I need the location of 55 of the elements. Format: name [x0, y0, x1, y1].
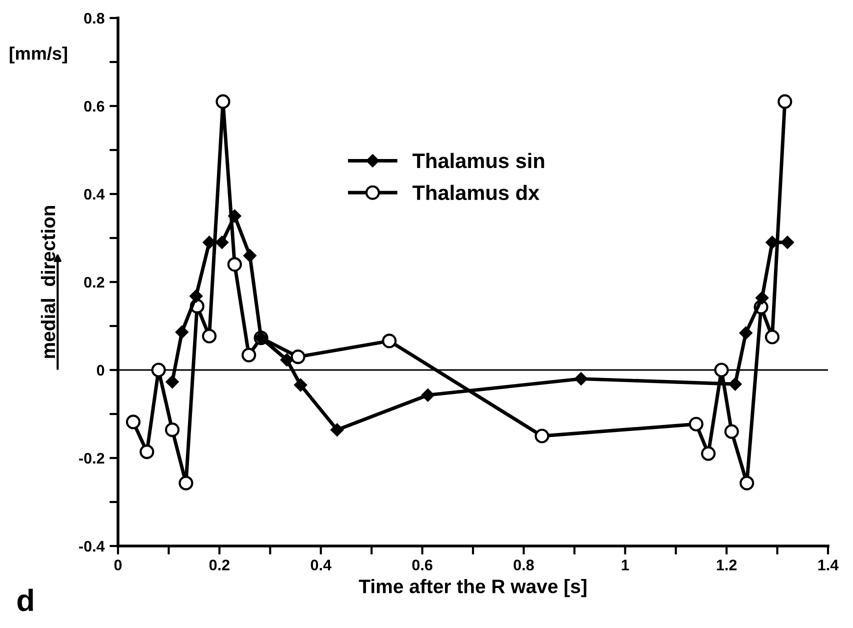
point [126, 414, 141, 430]
point [780, 236, 794, 249]
point [756, 291, 769, 304]
point [740, 476, 754, 490]
point [243, 249, 256, 262]
point [166, 375, 179, 388]
y-tick-label: 0.6 [84, 100, 104, 112]
point [175, 326, 188, 339]
point [178, 476, 194, 490]
point [688, 416, 704, 432]
legend-label: Thalamus sin [412, 152, 544, 168]
point [714, 362, 729, 378]
point [227, 257, 242, 272]
x-tick-label: 1.4 [818, 560, 839, 570]
point [724, 424, 739, 439]
x-tick-label: 0.8 [514, 560, 534, 570]
text: d [18, 588, 33, 612]
y-tick-label: -0.4 [79, 540, 105, 552]
point [294, 378, 308, 392]
y-tick-label: 0 [96, 364, 104, 376]
x-axis-title: Time after the R wave [s] [358, 578, 586, 598]
x-tick-label: 0 [114, 560, 122, 570]
point [421, 388, 434, 402]
point [330, 423, 344, 436]
point [151, 362, 166, 378]
x-tick-label: 0.6 [412, 560, 432, 570]
y-axis-title: medial direction [40, 206, 56, 358]
point [290, 350, 306, 364]
point [164, 422, 180, 438]
y-tick-label: 0.2 [84, 276, 104, 288]
point [216, 236, 228, 249]
point [382, 334, 397, 348]
point [534, 428, 550, 444]
point [728, 378, 742, 391]
point [216, 94, 230, 109]
x-tick-label: 1.2 [716, 560, 737, 570]
point [242, 348, 256, 362]
point [190, 290, 203, 303]
point [140, 444, 154, 460]
text: [mm/s] [10, 46, 67, 64]
point [202, 328, 217, 344]
x-tick-label: 0.2 [209, 560, 230, 570]
point [739, 326, 752, 340]
point [574, 372, 588, 386]
point [764, 330, 780, 344]
point [228, 210, 242, 222]
point [778, 94, 792, 109]
y-tick-label: 0.4 [84, 188, 105, 200]
legend-label: Thalamus dx [412, 184, 540, 200]
point [701, 446, 716, 461]
y-tick-label: 0.8 [84, 12, 104, 24]
x-tick-label: 0.4 [310, 560, 332, 570]
x-tick-label: 1 [622, 560, 629, 570]
y-tick-label: -0.2 [79, 452, 104, 464]
point [280, 353, 294, 366]
